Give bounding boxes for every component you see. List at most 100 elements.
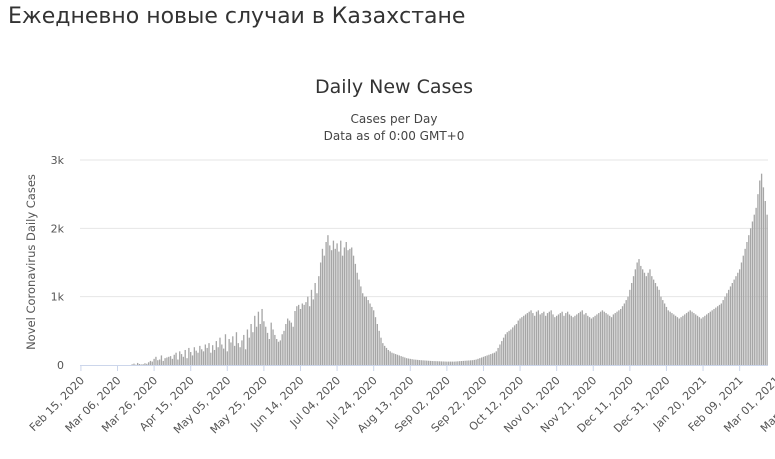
bar — [618, 310, 620, 365]
bar — [296, 306, 298, 365]
bar — [336, 243, 338, 365]
bar — [341, 255, 344, 365]
bar — [354, 263, 357, 365]
chart-subtitle: Cases per Day — [351, 112, 438, 126]
bar — [587, 315, 589, 365]
bar — [204, 344, 206, 365]
bar — [237, 343, 239, 365]
bar — [729, 286, 732, 365]
bar — [168, 356, 170, 365]
bar — [411, 359, 413, 365]
bar — [588, 317, 591, 365]
bar — [191, 355, 194, 365]
bar — [642, 269, 644, 365]
y-axis-label: Novel Coronavirus Daily Cases — [24, 174, 38, 350]
bar — [413, 359, 415, 365]
bar — [252, 332, 254, 365]
bar — [649, 269, 651, 365]
bar — [715, 307, 717, 365]
bar — [393, 353, 395, 365]
bar — [702, 317, 704, 365]
bar — [338, 251, 340, 365]
bar — [720, 303, 722, 365]
bar — [224, 334, 227, 365]
bar — [526, 313, 529, 365]
bar — [512, 327, 514, 365]
bar — [680, 317, 682, 365]
bar — [541, 313, 543, 365]
bar — [572, 317, 574, 365]
bar — [594, 315, 596, 365]
bar — [599, 311, 602, 365]
bar — [605, 313, 607, 365]
bar — [277, 341, 280, 365]
bar — [667, 310, 669, 365]
bar — [239, 347, 241, 365]
chart-subtitle-date: Data as of 0:00 GMT+0 — [324, 129, 465, 143]
bar — [416, 359, 419, 366]
bar — [210, 352, 212, 365]
bar — [243, 334, 245, 365]
bar — [274, 334, 276, 365]
bar — [707, 313, 710, 365]
bar — [674, 315, 677, 365]
bar — [737, 272, 739, 365]
bar — [325, 242, 327, 365]
bar — [451, 361, 454, 365]
bar — [749, 228, 752, 365]
bar — [407, 358, 410, 365]
bar — [219, 337, 221, 365]
bar — [473, 359, 475, 366]
bar — [632, 276, 635, 365]
bar — [385, 347, 388, 365]
bar — [491, 353, 494, 365]
bar — [329, 245, 331, 365]
bar — [347, 250, 349, 365]
bar — [157, 360, 159, 365]
bar — [285, 324, 287, 365]
bar — [358, 279, 360, 365]
bar — [301, 303, 303, 365]
bar — [563, 315, 565, 365]
bar — [431, 361, 433, 365]
bar — [695, 314, 697, 365]
bar — [444, 361, 446, 365]
bar — [147, 362, 150, 365]
bar — [374, 317, 377, 365]
bar — [486, 355, 488, 365]
bar — [175, 352, 177, 365]
bar — [565, 313, 567, 365]
bar — [501, 341, 503, 365]
bar — [634, 269, 636, 365]
bar — [530, 310, 532, 365]
bar — [349, 248, 351, 365]
bar — [546, 313, 549, 365]
bar — [424, 360, 426, 365]
bar — [142, 364, 144, 365]
bar — [332, 240, 335, 365]
bar — [742, 255, 744, 365]
bar — [294, 311, 296, 365]
bar — [685, 313, 688, 365]
grid-lines — [80, 159, 768, 298]
bar — [577, 313, 580, 365]
bar — [136, 362, 139, 365]
bar — [292, 326, 294, 365]
bar — [462, 360, 464, 365]
bar — [556, 315, 558, 365]
bar — [418, 360, 421, 365]
bar — [689, 310, 691, 365]
bar — [305, 302, 307, 365]
bar — [728, 289, 730, 365]
bar — [629, 289, 631, 365]
bar — [131, 364, 133, 365]
bar — [760, 173, 763, 365]
bar — [609, 315, 611, 365]
bar — [222, 348, 225, 365]
bar — [197, 352, 199, 365]
bar — [314, 283, 316, 365]
bar — [164, 358, 166, 365]
bar — [299, 308, 302, 365]
bar — [409, 358, 411, 365]
